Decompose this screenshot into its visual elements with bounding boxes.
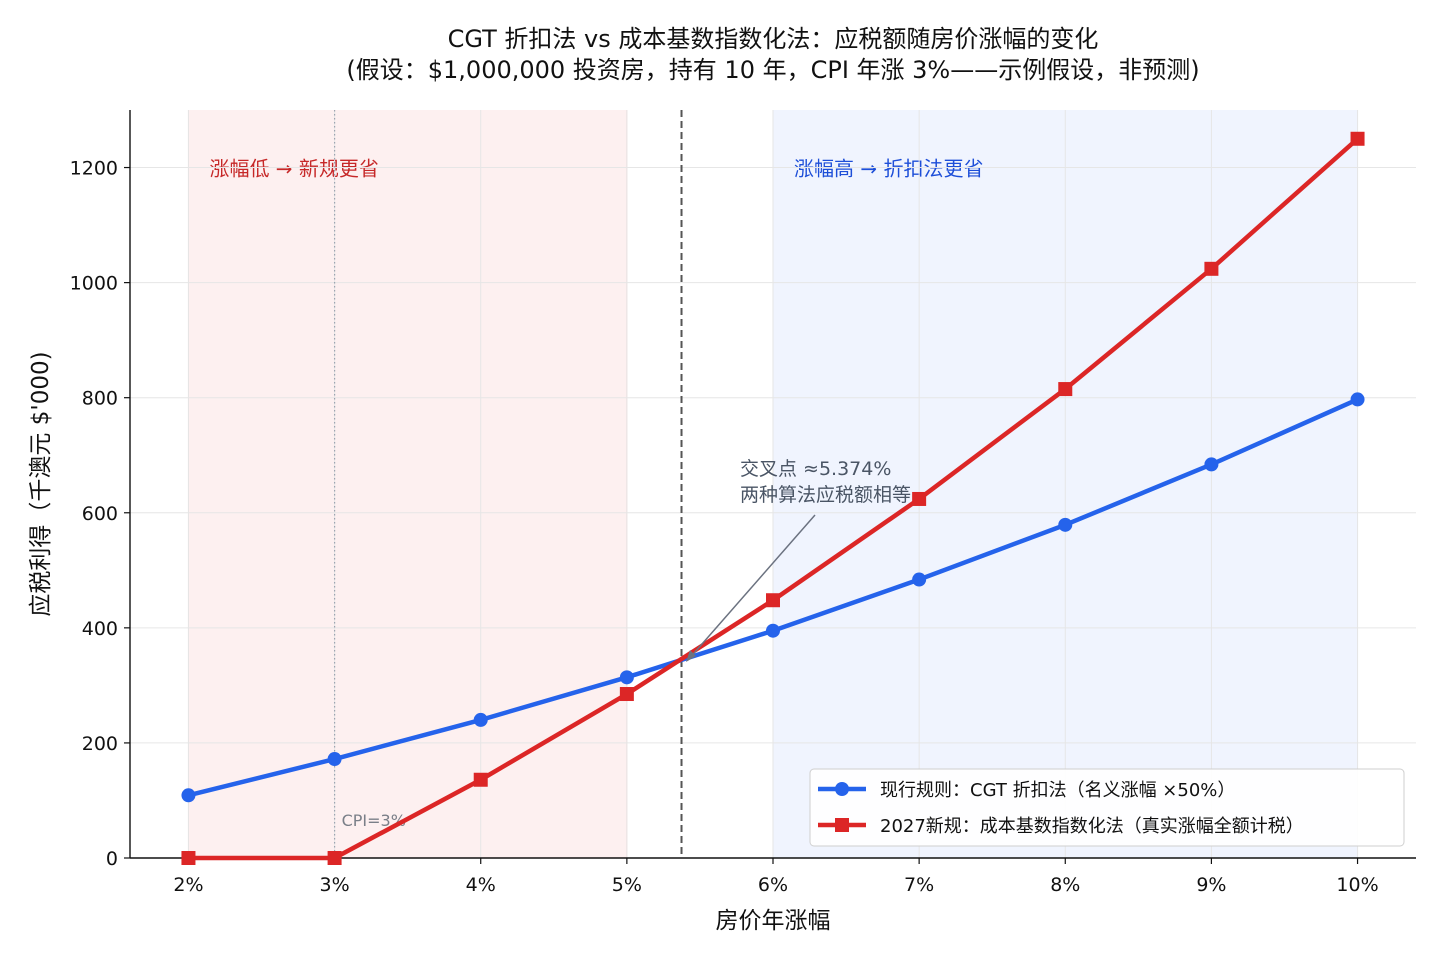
- x-tick-label-10%: 10%: [1336, 874, 1378, 896]
- x-tick-label-5%: 5%: [612, 874, 642, 896]
- crossover-arrow: [687, 514, 816, 661]
- series-1-point-4%: [473, 712, 488, 727]
- crossover-arrow-head: [686, 650, 696, 662]
- region-label-2: 涨幅高 → 折扣法更省: [794, 157, 983, 181]
- x-tick-label-4%: 4%: [466, 874, 496, 896]
- series-1-point-2%: [181, 788, 196, 803]
- series-2-point-7%: [912, 491, 927, 506]
- x-tick-label-6%: 6%: [758, 874, 788, 896]
- region-label-1: 涨幅低 → 新规更省: [209, 157, 378, 181]
- series-1-point-7%: [912, 572, 927, 587]
- chart-title-line-1: CGT 折扣法 vs 成本基数指数化法：应税额随房价涨幅的变化: [448, 25, 1099, 53]
- legend-box: [809, 768, 1405, 847]
- reference-lines: CPI=3%: [333, 110, 683, 858]
- crossover-annotation-line-2: 两种算法应税额相等: [740, 484, 911, 506]
- series-1-point-10%: [1350, 392, 1365, 407]
- series-2-point-8%: [1058, 382, 1073, 397]
- legend: 现行规则：CGT 折扣法（名义涨幅 ×50%） 2027新规：成本基数指数化法（真…: [809, 768, 1405, 847]
- series-2-point-4%: [473, 772, 488, 787]
- y-axis-label: 应税利得（千澳元 $'000): [28, 351, 54, 616]
- series-2-point-6%: [766, 593, 780, 608]
- series-1-point-8%: [1058, 517, 1073, 532]
- y-tick-label-800: 800: [82, 388, 118, 410]
- y-tick-label-1200: 1200: [70, 158, 118, 180]
- chart-title-line-2: (假设：$1,000,000 投资房，持有 10 年，CPI 年涨 3%——示例…: [346, 56, 1199, 84]
- y-tick-label-400: 400: [82, 618, 118, 640]
- series-1-point-3%: [327, 752, 342, 767]
- legend-label-1: 现行规则：CGT 折扣法（名义涨幅 ×50%）: [880, 780, 1235, 801]
- crossover-annotation: 交叉点 ≈5.374% 两种算法应税额相等: [686, 458, 911, 662]
- x-tick-label-3%: 3%: [320, 874, 350, 896]
- series-2-point-3%: [327, 851, 342, 865]
- legend-marker-2: [835, 818, 849, 832]
- x-tick-label-8%: 8%: [1050, 874, 1080, 896]
- cpi-reference-label: CPI=3%: [342, 811, 406, 830]
- x-tick-label-7%: 7%: [904, 874, 934, 896]
- x-tick-label-2%: 2%: [173, 874, 203, 896]
- crossover-annotation-line-1: 交叉点 ≈5.374%: [740, 458, 891, 480]
- series-2-point-2%: [181, 851, 196, 865]
- y-tick-label-0: 0: [106, 848, 118, 870]
- ticks: 2% 3% 4% 5% 6% 7% 8% 9% 10% 0 200 400 600 800 1000 1200: [70, 158, 1379, 896]
- series-2-point-5%: [619, 687, 634, 702]
- series-1-point-5%: [619, 670, 634, 685]
- series-1-point-6%: [766, 623, 780, 638]
- legend-marker-1: [835, 782, 849, 796]
- series-1-point-9%: [1204, 457, 1219, 472]
- region-band-1: [188, 110, 627, 858]
- y-tick-label-200: 200: [82, 733, 118, 755]
- y-tick-label-1000: 1000: [70, 273, 118, 295]
- x-axis-label: 房价年涨幅: [716, 908, 831, 934]
- y-tick-label-600: 600: [82, 503, 118, 525]
- x-tick-label-9%: 9%: [1196, 874, 1226, 896]
- series-2-point-10%: [1350, 131, 1365, 146]
- grid: [130, 110, 1416, 859]
- series: [181, 131, 1365, 865]
- legend-label-2: 2027新规：成本基数指数化法（真实涨幅全额计税）: [880, 816, 1304, 837]
- series-2-point-9%: [1204, 261, 1219, 276]
